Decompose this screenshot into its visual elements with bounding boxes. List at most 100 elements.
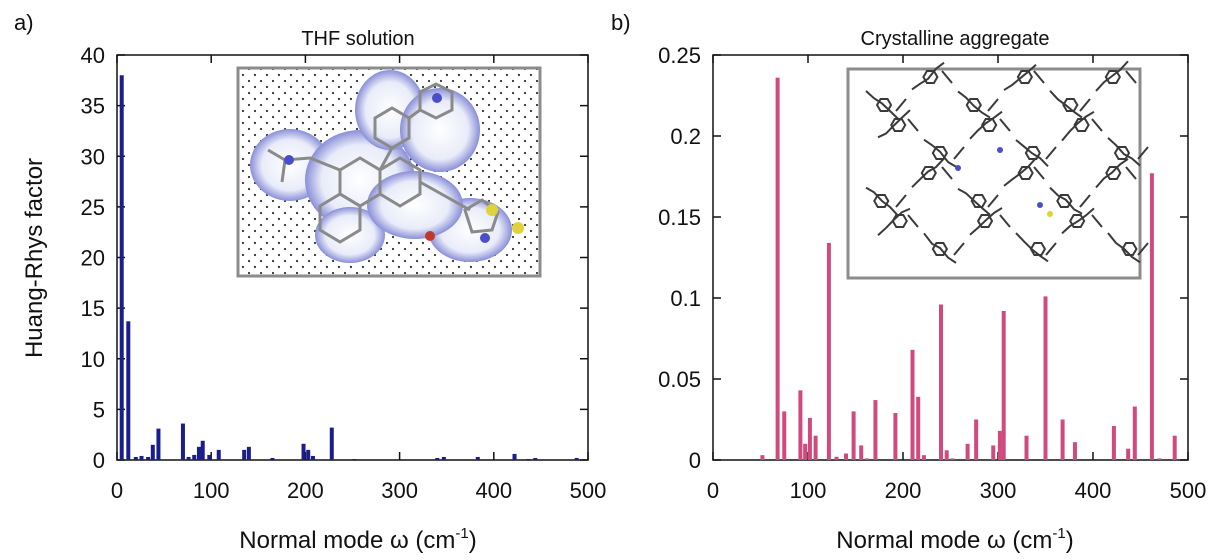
bar — [782, 411, 787, 460]
molecule-in-solvent-illustration — [236, 66, 542, 278]
y-tick-label: 35 — [81, 94, 105, 119]
bar — [798, 390, 803, 460]
x-tick-label: 400 — [1075, 478, 1112, 503]
panel-a-x-label-sup: -1 — [455, 525, 468, 542]
panel-a-x-label-main: Normal mode ω (cm — [239, 527, 455, 554]
panel-b-bars — [760, 77, 1177, 461]
bar — [1172, 435, 1177, 460]
y-tick-label: 30 — [81, 144, 105, 169]
x-tick-label: 400 — [475, 478, 512, 503]
bar — [803, 443, 808, 460]
bar — [146, 456, 151, 460]
bar — [475, 456, 480, 460]
crystal-ring — [1073, 117, 1090, 133]
bar — [150, 444, 155, 460]
bar — [1132, 406, 1137, 460]
bar — [1111, 425, 1116, 460]
molecule-skeleton — [267, 82, 500, 244]
bar — [156, 428, 161, 460]
panel-b-title: Crystalline aggregate — [861, 28, 1050, 50]
bar — [180, 423, 185, 460]
bar — [512, 453, 517, 460]
nitrogen-atom — [284, 155, 294, 165]
panel-b-x-label-close: ) — [1066, 527, 1074, 554]
bar — [216, 449, 221, 460]
crystal-packing-illustration — [846, 60, 1149, 280]
bar — [1149, 173, 1154, 460]
nitrogen-atom — [480, 233, 490, 243]
bar — [133, 456, 138, 460]
bar — [1043, 296, 1048, 460]
crystal-chain — [1095, 60, 1129, 92]
crystal-branch — [953, 146, 965, 160]
sulfur-atom — [486, 204, 498, 216]
bar — [435, 457, 440, 460]
crystal-chain — [911, 157, 945, 188]
crystal-branch — [895, 194, 907, 208]
crystal-ring — [1105, 165, 1122, 181]
y-tick-label: 25 — [81, 195, 105, 220]
x-tick-label: 100 — [193, 478, 230, 503]
crystal-branch — [1125, 166, 1137, 180]
x-tick-label: 0 — [707, 478, 719, 503]
crystal-branch — [1033, 70, 1045, 84]
crystal-ring — [1016, 69, 1034, 85]
bar — [533, 457, 538, 460]
y-tick-label: 20 — [81, 246, 105, 271]
panel-b-x-label-main: Normal mode ω (cm — [836, 527, 1052, 554]
crystal-branch — [1079, 98, 1091, 112]
crystal-chain — [1061, 207, 1095, 235]
bar — [1072, 442, 1077, 460]
crystal-branch — [895, 98, 907, 112]
panel-b-label: b) — [611, 10, 631, 35]
bar — [965, 443, 970, 460]
crystal-ring — [1113, 145, 1131, 161]
crystal-chain — [1003, 63, 1037, 91]
y-tick-label: 0.25 — [658, 43, 701, 68]
bar — [1024, 435, 1029, 460]
x-tick-label: 100 — [790, 478, 827, 503]
crystal-branch — [941, 70, 953, 84]
y-tick-label: 5 — [93, 397, 105, 422]
crystal-branch — [1137, 242, 1149, 256]
crystal-chain — [877, 109, 911, 139]
x-tick-label: 300 — [980, 478, 1017, 503]
crystal-branch — [941, 166, 953, 180]
crystal-ring — [1029, 241, 1047, 257]
panel-b-inset-frame — [846, 67, 1142, 280]
bar — [200, 440, 205, 460]
crystal-ring — [891, 213, 908, 229]
panel-b-y-axis: 0 0.05 0.1 0.15 0.2 0.25 — [658, 43, 1188, 473]
x-tick-label: 500 — [570, 478, 607, 503]
crystal-chain — [923, 232, 957, 264]
nitrogen-atom — [997, 147, 1003, 153]
crystal-ring — [920, 165, 937, 181]
crystal-branch — [1137, 146, 1149, 160]
crystal-branch — [999, 118, 1011, 132]
crystal-branch — [1045, 242, 1057, 256]
bar — [119, 75, 124, 460]
x-tick-label: 200 — [287, 478, 324, 503]
y-tick-label: 0.15 — [658, 205, 701, 230]
panel-b-x-axis: 0 100 200 300 400 500 — [707, 55, 1206, 503]
y-tick-label: 15 — [81, 296, 105, 321]
crystal-branch — [987, 98, 999, 112]
bar — [526, 458, 531, 460]
crystal-ring — [890, 117, 907, 133]
crystal-ring — [976, 213, 994, 229]
crystal-ring — [965, 97, 982, 113]
crystal-branch — [1079, 194, 1091, 208]
nitrogen-atom — [1037, 202, 1043, 208]
bar — [574, 457, 579, 460]
crystal-branch — [907, 118, 919, 132]
crystal-chain — [1049, 90, 1083, 119]
bar — [826, 242, 831, 460]
panel-a: a) THF solution 0 5 10 15 20 25 30 35 40 0 100 200… — [14, 10, 606, 554]
sulfur-atom — [512, 222, 524, 234]
crystal-ring — [1069, 213, 1086, 229]
crystal-chain — [923, 138, 957, 168]
bar — [916, 396, 921, 460]
x-tick-label: 300 — [381, 478, 418, 503]
bar — [242, 449, 247, 460]
y-tick-label: 0 — [93, 448, 105, 473]
